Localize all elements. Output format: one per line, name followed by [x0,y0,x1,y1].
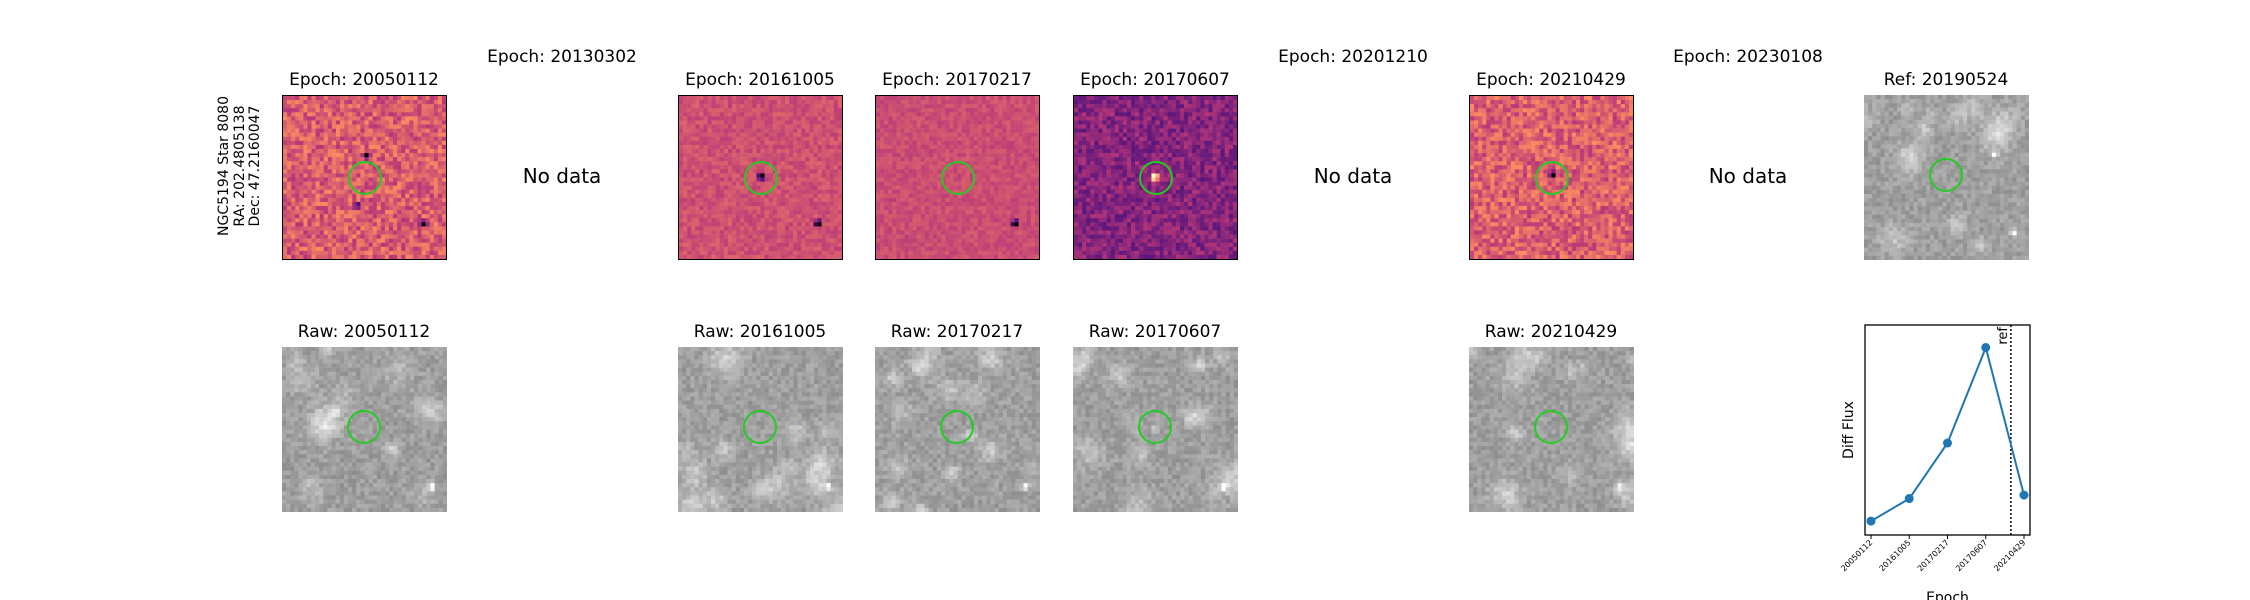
target-label: NGC5194 Star 8080 RA: 202.4805138 Dec: 4… [215,80,263,252]
x-tick-label: 20170607 [1954,538,1989,573]
data-point [2019,490,2029,500]
reference-image-panel [1864,95,2029,260]
x-tick-label: 20050112 [1839,538,1874,573]
epoch-title: Epoch: 20170607 [1080,70,1230,90]
aperture-circle [347,410,381,444]
raw-image [678,347,843,512]
raw-image-panel [1073,347,1238,512]
aperture-circle [1138,410,1172,444]
no-data-label: No data [522,164,602,188]
diff-image [1074,96,1237,259]
target-dec: Dec: 47.2160047 [246,105,263,227]
y-axis-label: Diff Flux [1841,401,1857,459]
raw-image-panel [282,347,447,512]
raw-title: Raw: 20170217 [890,322,1024,342]
aperture-circle [940,410,974,444]
x-axis-label: Epoch [1926,590,1969,600]
raw-image [1073,347,1238,512]
diff-image-panel [1073,95,1238,260]
raw-image-panel [678,347,843,512]
aperture-circle [1534,410,1568,444]
x-tick-label: 20210429 [1992,538,2027,573]
diff-image-panel [1469,95,1634,260]
raw-image-panel [1469,347,1634,512]
data-point [1943,438,1952,448]
aperture-circle [1139,161,1173,195]
epoch-title: Epoch: 20170217 [882,70,1032,90]
raw-image [1469,347,1634,512]
raw-image [875,347,1040,512]
raw-title: Raw: 20161005 [693,322,827,342]
aperture-circle [744,161,778,195]
reference-title: Ref: 20190524 [1883,70,2009,90]
diff-image-panel [282,95,447,260]
aperture-circle [348,161,382,195]
reference-image [1864,95,2029,260]
diff-image [876,96,1039,259]
aperture-circle [1535,161,1569,195]
epoch-title: Epoch: 20050112 [289,70,439,90]
no-data-label: No data [1313,164,1393,188]
diff-image [679,96,842,259]
raw-title: Raw: 20210429 [1484,322,1618,342]
plot-frame [1864,324,2031,536]
x-tick-label: 20170217 [1916,538,1951,573]
epoch-title: Epoch: 20230108 [1673,47,1823,67]
diff-image [283,96,446,259]
aperture-circle [941,161,975,195]
aperture-circle [1929,158,1963,192]
epoch-title: Epoch: 20210429 [1476,70,1626,90]
light-curve-chart: ref 20050112 20161005 20170217 20170607 20210… [1839,324,2031,600]
ref-label: ref [1996,327,2011,345]
target-name: NGC5194 Star 8080 [215,96,232,236]
data-point [1866,516,1876,526]
x-tick-label: 20161005 [1878,538,1913,573]
target-ra: RA: 202.4805138 [231,105,248,227]
epoch-title: Epoch: 20161005 [685,70,835,90]
series-line [1870,344,2025,522]
epoch-title: Epoch: 20201210 [1278,47,1428,67]
no-data-label: No data [1708,164,1788,188]
diff-image [1470,96,1633,259]
data-point [1904,494,1914,504]
data-point [1981,343,1991,353]
raw-title: Raw: 20050112 [297,322,431,342]
diff-image-panel [875,95,1040,260]
raw-title: Raw: 20170607 [1088,322,1222,342]
diff-image-panel [678,95,843,260]
epoch-title: Epoch: 20130302 [487,47,637,67]
aperture-circle [743,410,777,444]
raw-image-panel [875,347,1040,512]
